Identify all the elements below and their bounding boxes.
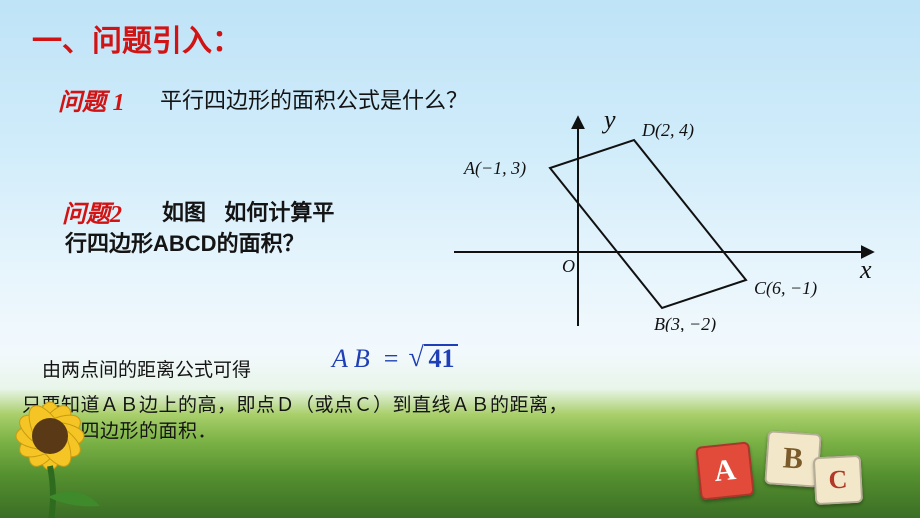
q1-label-text: 问题 xyxy=(58,89,106,116)
formula-radicand: 41 xyxy=(424,344,458,372)
question1-text: 平行四边形的面积公式是什么？ xyxy=(160,83,468,115)
coordinate-graph: Ox y A(−1, 3) B(3, −2) C(6, −1) D(2, 4) xyxy=(448,112,878,332)
svg-text:x: x xyxy=(859,255,872,284)
decorative-blocks: A B C xyxy=(658,414,868,504)
svg-text:O: O xyxy=(562,256,575,276)
q1-number: 1 xyxy=(113,90,125,116)
svg-text:B(3, −2): B(3, −2) xyxy=(654,314,716,332)
q2-l2b: 的面积？ xyxy=(217,231,305,256)
formula-ab: A B = 41 xyxy=(332,344,458,374)
question2-line2: 行四边形ABCD的面积？ xyxy=(65,226,305,258)
block-a-icon: A xyxy=(695,441,754,500)
formula-lhs: A B xyxy=(332,344,370,373)
question2-line1: 如图 如何计算平 xyxy=(162,195,334,227)
svg-text:C(6, −1): C(6, −1) xyxy=(754,278,817,299)
q2-l1b: 如何计算平 xyxy=(224,200,334,225)
formula-eq: = xyxy=(384,344,399,373)
q2-l2a: 行四边形 xyxy=(65,231,153,256)
svg-text:y: y xyxy=(601,112,616,134)
sunflower-icon xyxy=(0,366,150,518)
q2-l1a: 如图 xyxy=(162,200,206,225)
q2-label-text: 问题 xyxy=(62,201,110,228)
section-heading: 一、问题引入： xyxy=(32,16,242,60)
block-c-icon: C xyxy=(813,455,863,505)
svg-text:A(−1, 3): A(−1, 3) xyxy=(463,158,526,179)
svg-text:D(2, 4): D(2, 4) xyxy=(641,120,694,141)
sqrt-icon: 41 xyxy=(408,344,458,374)
q2-number: 2 xyxy=(110,202,122,228)
q2-abcd: ABCD xyxy=(153,231,217,256)
question1-label: 问题 1 xyxy=(58,82,125,117)
question2-label: 问题2 xyxy=(62,194,122,229)
